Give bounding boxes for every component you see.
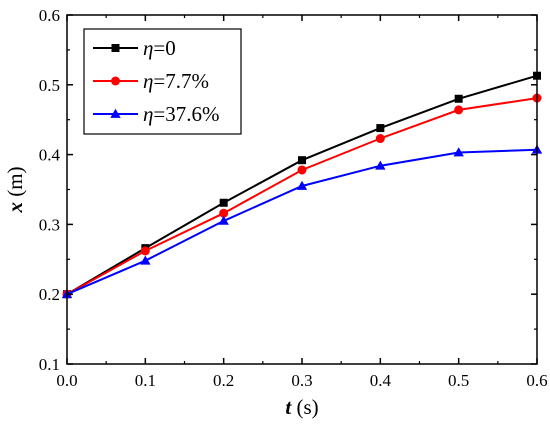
x-axis-unit: (s) (291, 395, 318, 419)
plot-marks (61, 71, 543, 299)
y-axis-symbol: x (3, 202, 27, 214)
y-tick-label-3: 0.4 (39, 146, 61, 165)
legend-marker-2 (110, 108, 121, 118)
series-1-point-5 (454, 105, 464, 115)
legend-value-2: =37.6% (153, 102, 219, 126)
series-0-point-4 (376, 124, 385, 133)
legend-label-0: η=0 (143, 36, 176, 60)
y-tick-label-4: 0.5 (39, 76, 60, 95)
series-1-point-4 (375, 134, 385, 144)
series-1-point-1 (140, 246, 150, 256)
x-axis-title: t (s) (285, 395, 318, 419)
legend-label-2: η=37.6% (143, 102, 220, 126)
legend-symbol-2: η (143, 102, 153, 126)
series-0-point-2 (219, 198, 228, 207)
series-2-point-1 (140, 255, 151, 265)
y-axis-unit: (m) (3, 166, 27, 202)
x-tick-label-6: 0.6 (526, 371, 547, 390)
x-axis-symbol: t (285, 395, 292, 419)
x-tick-label-0: 0.0 (56, 371, 77, 390)
y-tick-label-0: 0.1 (39, 355, 60, 374)
y-tick-label-2: 0.3 (39, 215, 60, 234)
legend-symbol-1: η (143, 69, 153, 93)
legend-symbol-0: η (143, 36, 153, 60)
series-1-point-2 (219, 208, 229, 218)
legend-marker-1 (111, 76, 120, 86)
axes: 0.0 0.1 0.2 0.3 0.4 0.5 0.60.10.20.30.40.50.6t… (3, 6, 548, 419)
legend-value-0: =0 (153, 36, 175, 60)
series-1-point-3 (297, 165, 307, 175)
y-tick-label-1: 0.2 (39, 285, 60, 304)
legend-value-1: =7.7% (153, 69, 209, 93)
x-tick-label-5: 0.5 (448, 371, 469, 390)
x-tick-label-3: 0.3 (291, 371, 312, 390)
x-tick-label-1: 0.1 (135, 371, 156, 390)
series-2-point-2 (218, 215, 229, 225)
y-tick-label-5: 0.6 (39, 6, 60, 25)
series-2-point-4 (375, 160, 386, 170)
x-tick-label-4: 0.4 (370, 371, 392, 390)
series-0-point-5 (454, 94, 463, 103)
series-2-point-3 (296, 180, 308, 190)
legend-label-1: η=7.7% (143, 69, 209, 93)
x-tick-label-2: 0.2 (213, 371, 234, 390)
legend-marker-0 (111, 44, 120, 52)
series-2-point-5 (453, 147, 464, 157)
y-axis-title: x (m) (3, 166, 27, 213)
series-0-point-3 (298, 156, 306, 165)
legend: η=0η=7.7%η=37.6% (83, 28, 242, 135)
